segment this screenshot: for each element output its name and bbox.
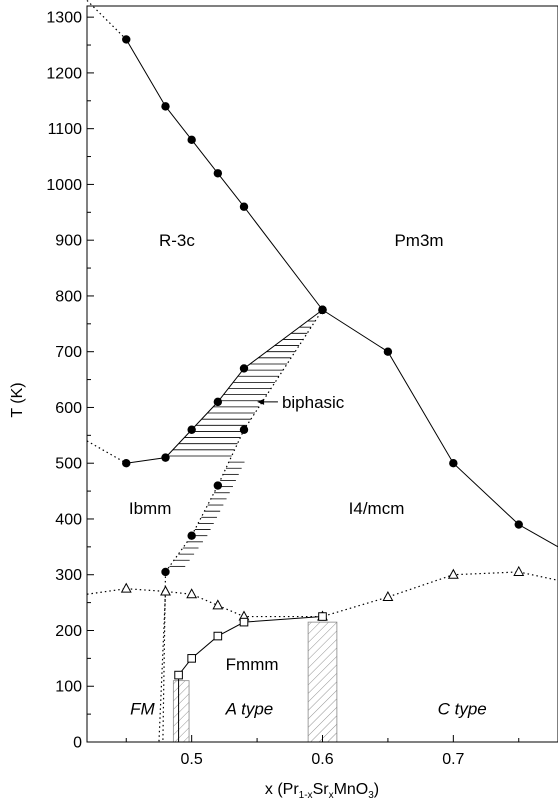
extrapolation-line [86,0,127,40]
data-point [449,459,458,468]
y-tick-label: 1100 [48,121,83,138]
series-line [125,39,323,311]
data-point [213,397,223,407]
data-point [213,481,223,490]
data-point [120,582,132,593]
x-label-sub: 1-x [299,790,313,800]
data-point [174,670,183,680]
y-tick-label: 200 [55,623,82,640]
extrapolation-line [86,588,127,595]
x-label-part: x (Pr [265,781,299,798]
series-line [126,309,323,464]
region-label: Fmmm [226,655,279,674]
annotation-label: biphasic [282,393,345,412]
annotation-arrowhead [257,398,265,405]
data-point [161,102,170,111]
y-tick-label: 700 [55,344,82,361]
extrapolation-line [86,440,127,464]
data-point [447,568,459,579]
data-point [513,565,525,576]
y-tick-label: 0 [73,735,82,752]
data-point [382,590,394,602]
data-point [187,425,196,434]
data-point [160,585,171,596]
data-point [213,631,223,641]
x-tick-label: 0.5 [181,751,203,768]
data-point [187,654,196,663]
data-point [122,35,131,44]
region-label: Pm3m [394,231,443,250]
y-tick-label: 1300 [46,10,82,27]
region-label: Ibmm [129,499,172,518]
y-tick-label: 400 [55,511,82,528]
region-label: A type [225,700,274,719]
data-point [122,459,131,468]
axes-layer: 0 100 200 300 400 500 600 700 800 900 1000 1100 1200… [46,5,558,768]
y-tick-label: 800 [55,288,82,305]
data-point [212,599,224,610]
x-tick-label: 0.7 [442,751,464,768]
y-axis-label: T (K) [9,382,26,417]
data-point [514,520,523,529]
extrapolation-line [518,571,558,581]
hatched-region [307,621,338,743]
data-point [318,612,327,621]
marks-layer [120,35,525,680]
data-point [213,169,223,178]
region-label: FM [130,700,155,719]
data-point [239,364,249,373]
data-point [239,202,249,211]
x-tick-label: 0.6 [311,751,333,768]
data-point [239,617,249,627]
data-point [161,567,170,577]
data-point [383,347,393,356]
x-label-part: Sr [313,781,330,798]
shading-layer [167,320,338,743]
data-point [318,305,327,315]
data-point [239,425,249,434]
series-line [126,571,519,618]
data-point [187,135,196,145]
x-label-sub: x [329,790,334,800]
region-label: R-3c [159,231,195,250]
data-point [187,531,196,540]
data-point [161,453,170,462]
y-tick-label: 1200 [46,65,82,82]
x-label-sub: 3 [368,790,374,800]
x-label-part: ) [374,781,379,798]
data-point [186,588,198,599]
extrapolation-line [518,524,558,548]
region-label: C type [438,700,487,719]
y-tick-label: 300 [55,567,82,584]
y-tick-label: 600 [55,400,82,417]
extrapolation-line [162,571,167,743]
series-line [322,309,520,525]
y-tick-label: 900 [55,233,82,250]
y-tick-label: 1000 [46,177,82,194]
hatched-region [172,680,190,743]
region-label: I4/mcm [349,499,405,518]
x-label-part: MnO [334,781,369,798]
x-axis-label: x (Pr1-xSrxMnO3) [265,781,379,800]
y-tick-label: 100 [55,679,82,696]
text-layer: R-3c Pm3m Ibmm I4/mcm Fmmm FM A type C type biph… [129,231,487,718]
y-tick-label: 500 [55,456,82,473]
